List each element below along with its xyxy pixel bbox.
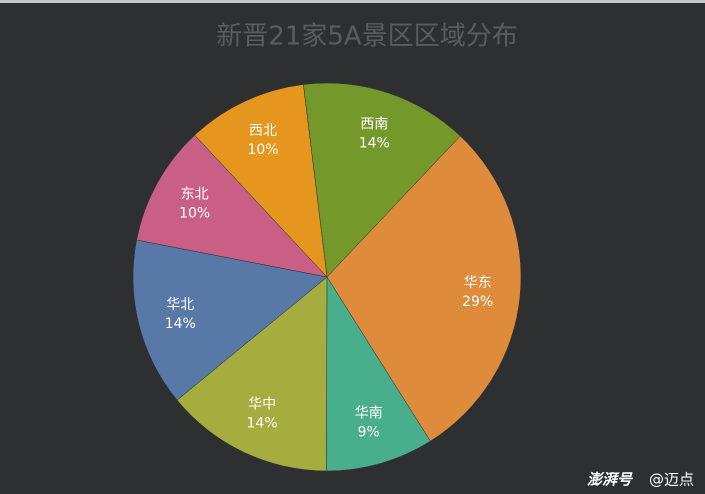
pie-slice <box>326 135 522 442</box>
slice-label: 华北 <box>166 297 194 313</box>
slice-value-label: 14% <box>247 416 278 432</box>
slice-value-label: 9% <box>358 424 380 440</box>
slice-value-label: 14% <box>165 316 196 332</box>
slice-value-label: 10% <box>247 142 278 158</box>
pie-slice <box>176 276 328 472</box>
pie-slice <box>136 134 328 278</box>
chart-title: 新晋21家5A景区区域分布 <box>216 22 517 52</box>
slice-value-label: 14% <box>359 135 390 151</box>
pie-slice <box>326 276 431 472</box>
slice-label: 西南 <box>360 116 388 132</box>
top-border <box>0 0 705 3</box>
watermark-brand: 澎湃号 <box>587 471 634 489</box>
slice-label: 华中 <box>248 397 276 413</box>
pie-slice <box>194 84 328 278</box>
slice-value-label: 10% <box>179 206 210 222</box>
pie-slice <box>303 82 461 278</box>
slice-value-label: 29% <box>462 294 493 310</box>
slice-label: 华东 <box>464 275 492 291</box>
slice-label: 华南 <box>355 405 383 421</box>
slice-label: 东北 <box>181 187 209 203</box>
pie-slice <box>132 239 328 401</box>
slice-label: 西北 <box>249 123 277 139</box>
watermark-handle: @迈点 <box>649 471 694 489</box>
